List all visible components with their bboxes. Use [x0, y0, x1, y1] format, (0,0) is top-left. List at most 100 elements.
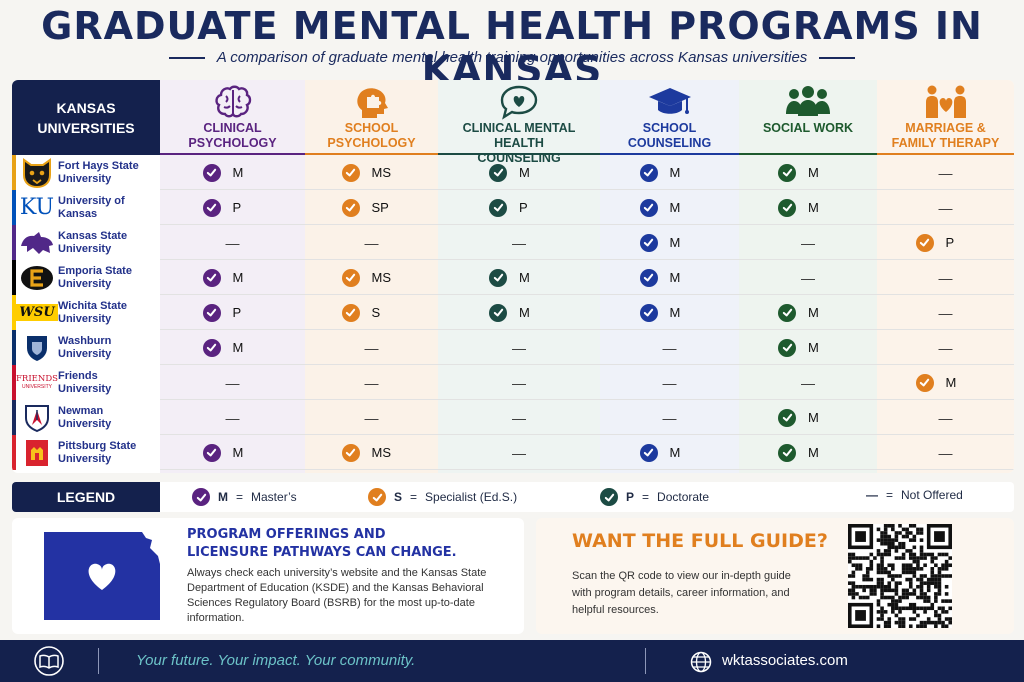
- guide-heading: WANT THE FULL GUIDE?: [572, 530, 828, 552]
- column-background: [305, 80, 438, 473]
- qr-module: [944, 610, 949, 614]
- qr-module: [908, 570, 913, 575]
- qr-module: [901, 527, 906, 532]
- qr-module: [855, 584, 859, 589]
- qr-module: [887, 624, 892, 628]
- qr-module: [876, 624, 881, 628]
- row-divider: [12, 259, 1014, 260]
- qr-module: [898, 545, 902, 550]
- offered-indicator: M: [489, 163, 549, 182]
- qr-code[interactable]: [848, 524, 952, 628]
- qr-module: [855, 567, 859, 571]
- check-circle-icon: [341, 268, 360, 287]
- universities-header: KANSAS UNIVERSITIES: [12, 80, 160, 155]
- qr-module: [912, 545, 917, 550]
- qr-module: [923, 610, 927, 614]
- qr-module: [887, 534, 892, 539]
- qr-module: [901, 567, 906, 571]
- qr-module: [937, 552, 942, 557]
- degree-code: M: [808, 200, 819, 215]
- qr-module: [916, 606, 920, 611]
- check-circle-icon: [341, 303, 360, 322]
- offered-indicator: MS: [341, 163, 402, 182]
- university-name[interactable]: Emporia State University: [58, 264, 132, 290]
- university-name[interactable]: Washburn University: [58, 334, 112, 360]
- program-cell: M: [438, 260, 600, 295]
- qr-module: [894, 599, 899, 603]
- program-cell: —: [438, 365, 600, 400]
- qr-module: [934, 624, 938, 628]
- qr-module: [908, 549, 913, 553]
- offered-indicator: M: [639, 163, 700, 182]
- offered-indicator: MS: [341, 443, 402, 462]
- qr-module: [934, 613, 938, 618]
- qr-module: [901, 595, 906, 600]
- university-color-bar: [12, 190, 16, 225]
- qr-module: [848, 588, 852, 593]
- qr-module: [887, 552, 892, 557]
- program-cell: —: [438, 330, 600, 365]
- offered-indicator: MS: [341, 268, 402, 287]
- column-background: [160, 80, 305, 473]
- legend-equals: =: [642, 490, 650, 504]
- university-name[interactable]: Fort Hays State University: [58, 159, 139, 185]
- university-name[interactable]: Wichita State University: [58, 299, 127, 325]
- qr-module: [934, 556, 938, 560]
- program-cell: M: [438, 295, 600, 330]
- university-name[interactable]: Pittsburg State University: [58, 439, 137, 465]
- website-link[interactable]: wktassociates.com: [722, 652, 848, 669]
- qr-module: [948, 620, 952, 625]
- qr-module: [880, 613, 884, 618]
- qr-module: [923, 599, 927, 603]
- qr-module: [880, 541, 884, 546]
- university-name[interactable]: University of Kansas: [58, 194, 125, 220]
- qr-module: [923, 620, 927, 625]
- qr-module: [891, 541, 895, 546]
- qr-module: [937, 584, 942, 589]
- qr-module: [880, 595, 884, 600]
- qr-module: [937, 592, 942, 596]
- check-circle-icon: [639, 198, 658, 217]
- program-cell: M: [160, 435, 305, 470]
- qr-module: [887, 581, 892, 585]
- program-cell: —: [877, 435, 1014, 470]
- degree-code: MS: [371, 270, 392, 285]
- qr-module: [908, 563, 913, 568]
- university-color-bar: [12, 365, 16, 400]
- qr-module: [930, 574, 935, 578]
- degree-code: M: [808, 445, 819, 460]
- program-cell: M: [739, 435, 877, 470]
- qr-module: [876, 538, 881, 542]
- legend-key: M: [218, 490, 228, 504]
- logo-text: FRIENDS: [16, 373, 58, 384]
- university-name[interactable]: Kansas State University: [58, 229, 128, 255]
- program-cell: M: [739, 400, 877, 435]
- university-color-bar: [12, 400, 16, 435]
- licensure-notice: PROGRAM OFFERINGS AND LICENSURE PATHWAYS…: [12, 518, 524, 634]
- qr-module: [926, 584, 931, 589]
- qr-module: [851, 595, 856, 600]
- footer-divider: [98, 648, 99, 674]
- offered-indicator: P: [915, 233, 976, 252]
- check-circle-icon: [202, 303, 221, 322]
- offered-indicator: M: [489, 303, 549, 322]
- qr-module: [930, 577, 935, 582]
- university-row-label: Kansas State University: [12, 225, 160, 260]
- column-header-5: SOCIAL WORK: [739, 80, 877, 155]
- degree-code: M: [669, 305, 681, 320]
- qr-module: [851, 570, 856, 575]
- check-circle-icon: [489, 303, 507, 322]
- university-name[interactable]: Newman University: [58, 404, 112, 430]
- gorilla-logo: [16, 438, 58, 468]
- graduation-cap-icon: [600, 84, 739, 120]
- qr-module: [901, 541, 906, 546]
- qr-module: [880, 570, 884, 575]
- qr-module: [919, 531, 924, 535]
- qr-module: [880, 556, 884, 560]
- university-name[interactable]: Friends University: [58, 369, 112, 395]
- legend: LEGEND M = Master’s S = Specialist (Ed.S.) P…: [12, 482, 1014, 512]
- qr-module: [883, 524, 888, 528]
- qr-module: [880, 563, 884, 568]
- qr-module: [916, 556, 920, 560]
- qr-module: [880, 534, 884, 539]
